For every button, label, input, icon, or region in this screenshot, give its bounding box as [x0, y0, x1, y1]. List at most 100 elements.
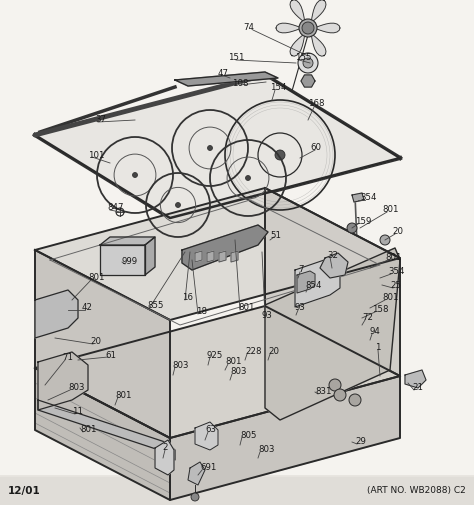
Text: 801: 801 — [88, 274, 104, 282]
Text: 803: 803 — [230, 368, 246, 377]
Text: 803: 803 — [68, 383, 84, 392]
Polygon shape — [207, 251, 214, 262]
Text: 354: 354 — [360, 193, 376, 203]
Polygon shape — [35, 188, 400, 320]
Circle shape — [334, 389, 346, 401]
Text: 158: 158 — [372, 306, 389, 315]
Text: 154: 154 — [270, 83, 286, 92]
Text: 151: 151 — [228, 54, 245, 63]
Text: 168: 168 — [308, 98, 325, 108]
Polygon shape — [35, 75, 400, 218]
Circle shape — [299, 19, 317, 37]
Text: 21: 21 — [412, 383, 423, 392]
Text: 108: 108 — [232, 78, 248, 87]
Text: 18: 18 — [196, 308, 207, 317]
Circle shape — [347, 223, 357, 233]
Text: 101: 101 — [88, 150, 104, 160]
Polygon shape — [38, 400, 175, 460]
Polygon shape — [315, 23, 340, 33]
Text: 11: 11 — [72, 408, 83, 417]
Text: 801: 801 — [382, 293, 399, 302]
Text: 803: 803 — [172, 361, 189, 370]
Text: 20: 20 — [268, 347, 279, 357]
Polygon shape — [100, 237, 155, 245]
Polygon shape — [188, 462, 205, 485]
Polygon shape — [297, 271, 315, 293]
Circle shape — [302, 22, 314, 34]
Polygon shape — [290, 0, 305, 22]
Text: 93: 93 — [262, 311, 273, 320]
Polygon shape — [155, 440, 174, 475]
Polygon shape — [265, 188, 400, 376]
Circle shape — [349, 394, 361, 406]
Text: 63: 63 — [205, 426, 216, 434]
Text: 29: 29 — [355, 437, 366, 446]
Polygon shape — [311, 0, 326, 22]
Polygon shape — [170, 376, 400, 500]
Text: 925: 925 — [207, 350, 223, 360]
Polygon shape — [295, 258, 340, 307]
Polygon shape — [195, 251, 202, 262]
Text: 159: 159 — [355, 218, 371, 227]
Text: 2: 2 — [162, 443, 167, 452]
Text: 801: 801 — [225, 358, 241, 367]
Polygon shape — [100, 245, 145, 275]
Text: 801: 801 — [80, 426, 97, 434]
Text: 42: 42 — [82, 304, 93, 313]
Circle shape — [298, 53, 318, 73]
Text: 94: 94 — [370, 328, 381, 336]
Polygon shape — [145, 237, 155, 275]
Text: 801: 801 — [385, 254, 401, 263]
Polygon shape — [219, 251, 226, 262]
Text: 37: 37 — [95, 116, 106, 125]
Text: 61: 61 — [105, 350, 116, 360]
Polygon shape — [38, 352, 88, 410]
Text: (ART NO. WB2088) C2: (ART NO. WB2088) C2 — [367, 486, 466, 495]
Text: 801: 801 — [115, 390, 131, 399]
Text: 60: 60 — [310, 143, 321, 153]
Polygon shape — [182, 225, 268, 270]
Text: 1: 1 — [375, 343, 381, 352]
Polygon shape — [311, 34, 326, 56]
Text: 12/01: 12/01 — [8, 486, 41, 496]
Text: 51: 51 — [270, 230, 281, 239]
Circle shape — [303, 58, 313, 68]
Polygon shape — [405, 370, 426, 388]
Circle shape — [329, 379, 341, 391]
Polygon shape — [35, 368, 170, 500]
Text: 93: 93 — [295, 304, 306, 313]
Text: 228: 228 — [245, 347, 262, 357]
Text: 854: 854 — [305, 280, 321, 289]
Text: 16: 16 — [182, 293, 193, 302]
Text: 32: 32 — [327, 250, 338, 260]
Text: 25: 25 — [390, 281, 401, 290]
Text: 74: 74 — [243, 24, 254, 32]
Polygon shape — [195, 422, 218, 450]
Text: 855: 855 — [147, 300, 164, 310]
Polygon shape — [231, 251, 238, 262]
Polygon shape — [35, 250, 170, 438]
Polygon shape — [320, 253, 348, 278]
Text: 999: 999 — [122, 258, 138, 267]
Circle shape — [133, 173, 137, 177]
Circle shape — [191, 493, 199, 501]
Circle shape — [208, 145, 212, 150]
Circle shape — [275, 150, 285, 160]
Text: 20: 20 — [392, 227, 403, 236]
Polygon shape — [290, 34, 305, 56]
Circle shape — [246, 176, 250, 180]
Text: 803: 803 — [258, 445, 274, 455]
Polygon shape — [265, 248, 400, 420]
Text: 691: 691 — [200, 464, 216, 473]
Text: 155: 155 — [295, 54, 311, 63]
Text: 7: 7 — [298, 266, 303, 275]
Polygon shape — [35, 290, 78, 338]
Polygon shape — [276, 23, 301, 33]
Text: 801: 801 — [382, 206, 399, 215]
Circle shape — [175, 203, 181, 208]
Polygon shape — [301, 75, 315, 87]
Polygon shape — [352, 193, 364, 202]
Text: 72: 72 — [362, 314, 373, 323]
Polygon shape — [0, 477, 474, 505]
Text: 71: 71 — [62, 354, 73, 363]
